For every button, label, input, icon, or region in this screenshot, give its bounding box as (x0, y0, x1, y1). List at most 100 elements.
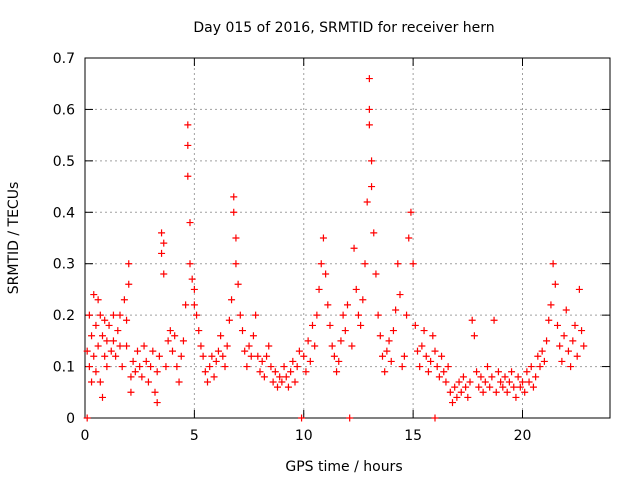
data-point (85, 311, 93, 319)
data-point (435, 373, 443, 381)
data-point (131, 368, 139, 376)
data-point (361, 260, 369, 268)
data-point (365, 121, 373, 129)
data-point (171, 332, 179, 340)
data-point (352, 285, 360, 293)
data-point (190, 285, 198, 293)
data-point (114, 327, 122, 335)
data-point (392, 306, 400, 314)
data-point (105, 321, 113, 329)
data-point (394, 260, 402, 268)
data-point (225, 316, 233, 324)
data-point (282, 373, 290, 381)
data-point (501, 373, 509, 381)
data-point (444, 363, 452, 371)
data-point (164, 337, 172, 345)
data-point (330, 352, 338, 360)
data-point (252, 311, 260, 319)
data-point (306, 357, 314, 365)
data-point (405, 234, 413, 242)
data-point (256, 368, 264, 376)
data-point (287, 368, 295, 376)
data-point (411, 321, 419, 329)
data-point (398, 363, 406, 371)
data-point (99, 332, 106, 340)
data-point (556, 342, 564, 350)
data-point (284, 383, 292, 391)
data-point (440, 368, 448, 376)
data-point (96, 311, 104, 319)
data-point (328, 342, 336, 350)
data-point (484, 363, 491, 371)
data-point (269, 378, 277, 386)
data-point (438, 352, 446, 360)
data-point (324, 301, 332, 309)
data-point (90, 352, 98, 360)
data-point (400, 352, 408, 360)
data-point (236, 311, 244, 319)
data-point (433, 363, 441, 371)
data-point (107, 347, 115, 355)
data-point (534, 352, 542, 360)
data-point (184, 141, 192, 149)
data-point (523, 368, 531, 376)
data-point (551, 280, 559, 288)
data-point (407, 208, 415, 216)
x-tick-label: 5 (190, 428, 199, 444)
data-point (138, 373, 146, 381)
y-axis-ticks: 0 0.1 0.2 0.3 0.4 0.5 0.6 0.7 (53, 51, 610, 427)
data-point (317, 260, 325, 268)
data-point (258, 357, 266, 365)
data-point (512, 393, 520, 401)
data-point (166, 327, 174, 335)
data-point (573, 352, 581, 360)
x-tick-label: 20 (514, 428, 532, 444)
data-point (186, 219, 194, 227)
data-point (521, 388, 529, 396)
data-point (136, 363, 144, 371)
data-point (567, 363, 575, 371)
data-point (486, 383, 494, 391)
data-point (370, 229, 378, 237)
data-point (350, 244, 358, 252)
data-point (431, 347, 439, 355)
x-tick-label: 0 (81, 428, 90, 444)
data-point (481, 378, 489, 386)
data-point (289, 357, 297, 365)
data-point (116, 342, 124, 350)
data-point (477, 373, 485, 381)
data-point (422, 352, 430, 360)
data-point (403, 311, 411, 319)
data-point (348, 342, 356, 350)
data-point (201, 368, 209, 376)
data-point (144, 378, 152, 386)
data-point (99, 393, 106, 401)
data-point (94, 342, 102, 350)
data-point (510, 383, 518, 391)
data-point (184, 172, 192, 180)
data-point (278, 378, 286, 386)
data-point (479, 388, 487, 396)
data-point (147, 363, 155, 371)
data-point (368, 157, 376, 165)
data-point (96, 378, 104, 386)
data-point (365, 105, 373, 113)
data-point (508, 368, 516, 376)
data-point (562, 306, 570, 314)
data-point (230, 193, 238, 201)
data-point (223, 342, 231, 350)
data-point (475, 383, 483, 391)
data-point (409, 260, 417, 268)
data-point (109, 337, 117, 345)
data-point (503, 388, 511, 396)
data-point (127, 388, 135, 396)
data-point (497, 378, 505, 386)
data-point (125, 280, 133, 288)
data-point (92, 321, 100, 329)
data-point (300, 352, 308, 360)
data-point (339, 311, 347, 319)
data-point (129, 357, 137, 365)
data-point (228, 296, 236, 304)
data-point (206, 363, 214, 371)
data-point (134, 347, 141, 355)
